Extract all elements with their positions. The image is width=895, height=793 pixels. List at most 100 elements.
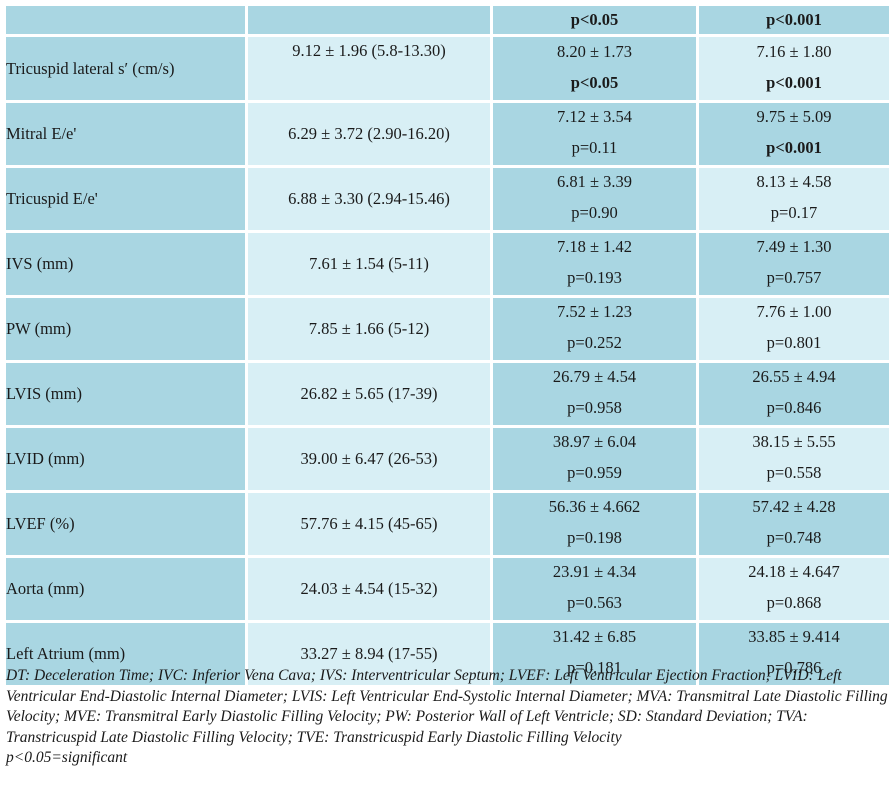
group1-p-value: p<0.05 xyxy=(570,72,619,92)
group2-p-value: p=0.748 xyxy=(766,528,822,547)
group2-value: 57.42 ± 4.28 xyxy=(752,497,836,516)
group1-value: 31.42 ± 6.85 xyxy=(552,627,637,646)
overall-value: 9.12 ± 1.96 (5.8-13.30) xyxy=(248,37,490,100)
group2-p-value: p=0.868 xyxy=(766,593,822,612)
overall-value: 6.29 ± 3.72 (2.90-16.20) xyxy=(248,103,490,165)
group1-cell: 7.52 ± 1.23 p=0.252 xyxy=(493,298,696,360)
group1-value: 6.81 ± 3.39 xyxy=(556,172,633,191)
group2-cell: 38.15 ± 5.55 p=0.558 xyxy=(699,428,889,490)
group2-cell: 8.13 ± 4.58 p=0.17 xyxy=(699,168,889,230)
table-footnote: DT: Deceleration Time; IVC: Inferior Ven… xyxy=(6,666,891,769)
group1-cell: 26.79 ± 4.54 p=0.958 xyxy=(493,363,696,425)
group2-value: 7.16 ± 1.80 xyxy=(756,41,832,61)
group1-cell: 38.97 ± 6.04 p=0.959 xyxy=(493,428,696,490)
group1-value: 23.91 ± 4.34 xyxy=(552,562,637,581)
table-row: Tricuspid E/e' 6.88 ± 3.30 (2.94-15.46) 6.… xyxy=(6,168,889,230)
row-label: Left Atrium (mm) xyxy=(6,623,245,685)
overall-value: 57.76 ± 4.15 (45-65) xyxy=(248,493,490,555)
group1-value: 56.36 ± 4.662 xyxy=(548,497,641,516)
group2-cell: 24.18 ± 4.647 p=0.868 xyxy=(699,558,889,620)
group1-value: 7.12 ± 3.54 xyxy=(556,107,633,126)
group2-p-value: p=0.846 xyxy=(766,398,822,417)
group1-cell: 8.20 ± 1.73 p<0.05 xyxy=(493,37,696,100)
header-cell-2 xyxy=(248,6,490,34)
group2-value: 8.13 ± 4.58 xyxy=(756,172,832,191)
table-row: Left Atrium (mm) 33.27 ± 8.94 (17-55) 31.4… xyxy=(6,623,889,685)
group1-cell: 7.18 ± 1.42 p=0.193 xyxy=(493,233,696,295)
group1-cell: 31.42 ± 6.85 p=0.181 xyxy=(493,623,696,685)
group1-p-value: p=0.11 xyxy=(571,138,618,157)
group2-cell: 57.42 ± 4.28 p=0.748 xyxy=(699,493,889,555)
header-cell-4: p<0.001 xyxy=(699,6,889,34)
table-row: Tricuspid lateral s′ (cm/s) 9.12 ± 1.96 (… xyxy=(6,37,889,100)
group1-p-value: p=0.193 xyxy=(567,268,622,287)
results-table: p<0.05 p<0.001 Tricuspid lateral s′ (cm/… xyxy=(3,3,892,688)
group2-value: 38.15 ± 5.55 xyxy=(752,432,836,451)
group2-cell: 7.16 ± 1.80 p<0.001 xyxy=(699,37,889,100)
header-cell-3: p<0.05 xyxy=(493,6,696,34)
group1-p-value: p=0.90 xyxy=(571,203,618,222)
row-label: Tricuspid lateral s′ (cm/s) xyxy=(6,37,245,100)
group2-p-value: p=0.757 xyxy=(766,268,822,287)
group1-value: 26.79 ± 4.54 xyxy=(552,367,637,386)
group2-p-value: p<0.001 xyxy=(766,72,822,92)
group1-value: 38.97 ± 6.04 xyxy=(552,432,637,451)
overall-value: 39.00 ± 6.47 (26-53) xyxy=(248,428,490,490)
significance-note: p<0.05=significant xyxy=(6,749,128,767)
table-row: LVEF (%) 57.76 ± 4.15 (45-65) 56.36 ± 4.66… xyxy=(6,493,889,555)
overall-value: 7.85 ± 1.66 (5-12) xyxy=(248,298,490,360)
group1-value: 8.20 ± 1.73 xyxy=(556,41,633,61)
group1-p-value: p=0.959 xyxy=(567,463,622,482)
group2-p-value: p=0.786 xyxy=(766,658,822,677)
row-label: Aorta (mm) xyxy=(6,558,245,620)
row-label: LVEF (%) xyxy=(6,493,245,555)
group2-value: 24.18 ± 4.647 xyxy=(748,562,840,581)
table-row: LVID (mm) 39.00 ± 6.47 (26-53) 38.97 ± 6.0… xyxy=(6,428,889,490)
overall-value: 24.03 ± 4.54 (15-32) xyxy=(248,558,490,620)
group1-p-value: p=0.181 xyxy=(567,658,622,677)
overall-value: 33.27 ± 8.94 (17-55) xyxy=(248,623,490,685)
group2-value: 7.76 ± 1.00 xyxy=(756,302,832,321)
group1-cell: 56.36 ± 4.662 p=0.198 xyxy=(493,493,696,555)
row-label: Tricuspid E/e' xyxy=(6,168,245,230)
group2-value: 9.75 ± 5.09 xyxy=(756,107,832,126)
results-table-body: p<0.05 p<0.001 Tricuspid lateral s′ (cm/… xyxy=(6,6,889,685)
row-label: LVIS (mm) xyxy=(6,363,245,425)
overall-value: 7.61 ± 1.54 (5-11) xyxy=(248,233,490,295)
table-row: Aorta (mm) 24.03 ± 4.54 (15-32) 23.91 ± 4.… xyxy=(6,558,889,620)
table-header-row: p<0.05 p<0.001 xyxy=(6,6,889,34)
group2-cell: 7.49 ± 1.30 p=0.757 xyxy=(699,233,889,295)
group2-p-value: p=0.558 xyxy=(766,463,822,482)
row-label: LVID (mm) xyxy=(6,428,245,490)
group1-p-value: p=0.252 xyxy=(567,333,622,352)
table-row: IVS (mm) 7.61 ± 1.54 (5-11) 7.18 ± 1.42 p=0… xyxy=(6,233,889,295)
group2-p-value: p=0.17 xyxy=(770,203,818,222)
group2-p-value: p<0.001 xyxy=(766,138,822,157)
group2-cell: 33.85 ± 9.414 p=0.786 xyxy=(699,623,889,685)
table-row: LVIS (mm) 26.82 ± 5.65 (17-39) 26.79 ± 4.5… xyxy=(6,363,889,425)
group1-p-value: p=0.198 xyxy=(567,528,622,547)
overall-value: 26.82 ± 5.65 (17-39) xyxy=(248,363,490,425)
row-label: Mitral E/e' xyxy=(6,103,245,165)
overall-value: 6.88 ± 3.30 (2.94-15.46) xyxy=(248,168,490,230)
group1-value: 7.18 ± 1.42 xyxy=(556,237,633,256)
table-row: Mitral E/e' 6.29 ± 3.72 (2.90-16.20) 7.12 … xyxy=(6,103,889,165)
group1-cell: 6.81 ± 3.39 p=0.90 xyxy=(493,168,696,230)
table-row: PW (mm) 7.85 ± 1.66 (5-12) 7.52 ± 1.23 p=0.… xyxy=(6,298,889,360)
abbreviations-note: DT: Deceleration Time; IVC: Inferior Ven… xyxy=(6,667,888,746)
group2-cell: 26.55 ± 4.94 p=0.846 xyxy=(699,363,889,425)
group1-value: 7.52 ± 1.23 xyxy=(556,302,633,321)
group1-p-value: p=0.958 xyxy=(567,398,622,417)
group2-p-value: p=0.801 xyxy=(766,333,822,352)
header-cell-1 xyxy=(6,6,245,34)
row-label: IVS (mm) xyxy=(6,233,245,295)
group2-cell: 7.76 ± 1.00 p=0.801 xyxy=(699,298,889,360)
group2-value: 26.55 ± 4.94 xyxy=(752,367,836,386)
group2-cell: 9.75 ± 5.09 p<0.001 xyxy=(699,103,889,165)
group1-cell: 7.12 ± 3.54 p=0.11 xyxy=(493,103,696,165)
group2-value: 7.49 ± 1.30 xyxy=(756,237,832,256)
group1-p-value: p=0.563 xyxy=(567,593,622,612)
group2-value: 33.85 ± 9.414 xyxy=(748,627,840,646)
row-label: PW (mm) xyxy=(6,298,245,360)
group1-cell: 23.91 ± 4.34 p=0.563 xyxy=(493,558,696,620)
